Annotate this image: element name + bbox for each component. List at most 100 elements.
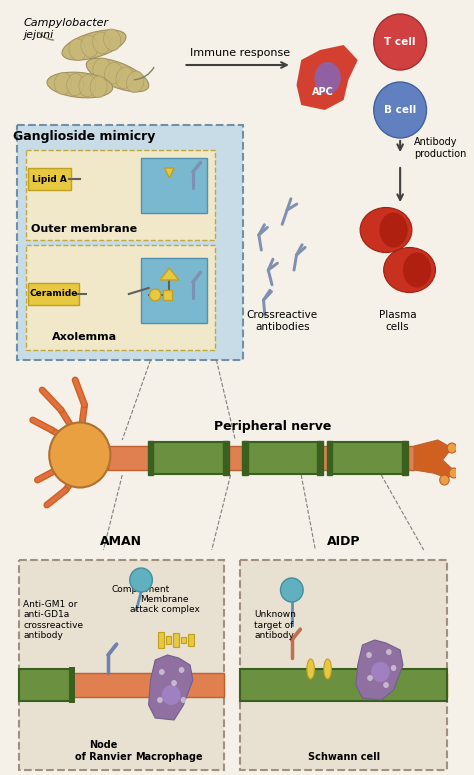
Circle shape <box>386 649 392 655</box>
Circle shape <box>75 174 84 184</box>
Circle shape <box>118 174 127 184</box>
Polygon shape <box>297 45 358 110</box>
Circle shape <box>181 697 186 703</box>
Text: Lipid A: Lipid A <box>32 174 67 184</box>
Bar <box>329 442 405 474</box>
Text: Plasma
cells: Plasma cells <box>379 310 416 332</box>
FancyBboxPatch shape <box>18 560 224 770</box>
Text: APC: APC <box>312 87 334 97</box>
Circle shape <box>145 170 153 180</box>
FancyBboxPatch shape <box>17 125 243 360</box>
Ellipse shape <box>403 253 431 288</box>
Text: Antibody
production: Antibody production <box>414 137 466 159</box>
Ellipse shape <box>104 63 122 84</box>
Polygon shape <box>414 440 456 478</box>
Ellipse shape <box>116 67 133 88</box>
FancyBboxPatch shape <box>141 158 207 213</box>
Bar <box>240 673 447 697</box>
Polygon shape <box>160 268 179 280</box>
Polygon shape <box>356 640 403 700</box>
Ellipse shape <box>383 247 436 292</box>
Circle shape <box>367 675 373 681</box>
Circle shape <box>179 667 184 673</box>
Text: Outer membrane: Outer membrane <box>31 224 137 234</box>
Circle shape <box>374 82 427 138</box>
Circle shape <box>171 680 177 686</box>
Bar <box>317 441 323 475</box>
FancyBboxPatch shape <box>104 174 112 184</box>
Ellipse shape <box>47 72 113 98</box>
Ellipse shape <box>79 74 96 97</box>
Circle shape <box>150 289 161 301</box>
Circle shape <box>130 568 152 592</box>
FancyBboxPatch shape <box>163 290 172 300</box>
Ellipse shape <box>103 29 121 50</box>
Text: Ceramide: Ceramide <box>29 290 78 298</box>
Circle shape <box>90 174 98 184</box>
FancyBboxPatch shape <box>26 150 215 240</box>
FancyBboxPatch shape <box>141 258 207 323</box>
FancyBboxPatch shape <box>158 170 167 180</box>
Ellipse shape <box>307 659 314 679</box>
Ellipse shape <box>93 58 110 80</box>
Circle shape <box>110 290 119 298</box>
Bar <box>165 636 171 644</box>
Circle shape <box>449 468 458 478</box>
Circle shape <box>281 578 303 602</box>
Circle shape <box>447 443 456 453</box>
Ellipse shape <box>360 208 412 253</box>
Ellipse shape <box>69 39 86 60</box>
Circle shape <box>157 697 163 703</box>
Circle shape <box>391 665 396 671</box>
Circle shape <box>371 662 390 682</box>
Ellipse shape <box>379 212 408 247</box>
Text: AIDP: AIDP <box>327 535 360 548</box>
Bar <box>69 667 75 703</box>
Polygon shape <box>164 168 174 178</box>
FancyBboxPatch shape <box>28 168 72 190</box>
Text: B cell: B cell <box>384 105 416 115</box>
Circle shape <box>162 685 181 705</box>
Circle shape <box>383 682 389 688</box>
Circle shape <box>440 475 449 485</box>
Circle shape <box>374 14 427 70</box>
Ellipse shape <box>90 76 107 98</box>
Ellipse shape <box>127 71 144 93</box>
Bar <box>18 673 224 697</box>
FancyBboxPatch shape <box>240 560 447 770</box>
Ellipse shape <box>67 74 83 95</box>
Ellipse shape <box>314 62 341 94</box>
Text: Schwann cell: Schwann cell <box>308 752 380 762</box>
Ellipse shape <box>92 32 110 53</box>
Bar <box>18 669 71 701</box>
Text: Immune response: Immune response <box>190 48 290 58</box>
Text: Macrophage: Macrophage <box>136 752 203 762</box>
Text: Ganglioside mimicry: Ganglioside mimicry <box>13 130 156 143</box>
Bar <box>188 634 194 646</box>
Circle shape <box>82 290 91 298</box>
Text: Node
of Ranvier: Node of Ranvier <box>75 740 132 762</box>
Bar <box>327 441 332 475</box>
Bar <box>181 637 186 643</box>
Polygon shape <box>149 655 193 720</box>
Text: Unknown
target of
antibody: Unknown target of antibody <box>254 610 296 640</box>
Bar <box>173 633 179 647</box>
Text: Complement: Complement <box>112 585 170 594</box>
Text: Membrane
attack complex: Membrane attack complex <box>130 595 200 615</box>
Circle shape <box>366 652 372 658</box>
Ellipse shape <box>81 36 98 57</box>
Bar <box>223 441 228 475</box>
Bar <box>240 669 447 701</box>
FancyBboxPatch shape <box>96 290 105 298</box>
Text: AMAN: AMAN <box>100 535 142 548</box>
Bar <box>151 442 226 474</box>
Ellipse shape <box>324 659 331 679</box>
Text: Peripheral nerve: Peripheral nerve <box>214 420 332 433</box>
Ellipse shape <box>55 72 72 95</box>
Text: Anti-GM1 or
anti-GD1a
crossreactive
antibody: Anti-GM1 or anti-GD1a crossreactive anti… <box>23 600 83 640</box>
Bar <box>158 632 164 648</box>
Bar <box>402 441 408 475</box>
Text: Campylobacter
jejuni: Campylobacter jejuni <box>23 18 109 40</box>
Text: Axolemma: Axolemma <box>52 332 117 342</box>
FancyBboxPatch shape <box>28 283 79 305</box>
